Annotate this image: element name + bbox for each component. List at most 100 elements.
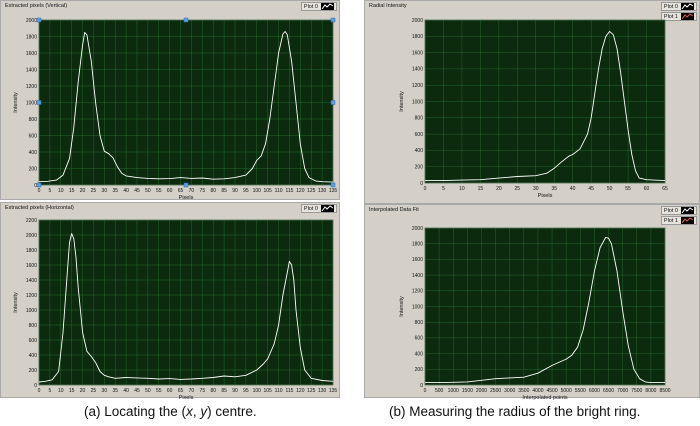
y-tick-label: 1800 xyxy=(26,248,37,254)
legend-label: Plot 0 xyxy=(663,3,678,10)
x-tick-label: 5500 xyxy=(575,388,586,394)
x-tick-label: 25 xyxy=(515,186,521,192)
y-tick-label: 600 xyxy=(415,132,424,138)
x-tick-label: 45 xyxy=(588,186,594,192)
legend-swatch xyxy=(681,3,694,10)
legend-entry: Plot 0 xyxy=(300,2,337,11)
legend-swatch-line xyxy=(681,13,694,20)
x-tick-label: 5 xyxy=(442,186,445,192)
y-tick-label: 1800 xyxy=(412,242,423,248)
x-tick-label: 20 xyxy=(80,188,86,194)
y-tick-label: 800 xyxy=(29,117,38,123)
legend: Plot 0 Plot 1 xyxy=(660,206,697,226)
legend-swatch xyxy=(321,205,334,212)
y-tick-label: 400 xyxy=(415,148,424,154)
x-tick-label: 70 xyxy=(189,388,195,394)
resize-handle[interactable] xyxy=(183,17,189,23)
x-tick-label: 25 xyxy=(91,188,97,194)
x-tick-label: 8500 xyxy=(659,388,670,394)
y-tick-label: 1000 xyxy=(412,99,423,105)
legend-entry: Plot 1 xyxy=(660,216,697,225)
legend-label: Plot 1 xyxy=(663,13,678,20)
x-tick-label: 95 xyxy=(243,188,249,194)
x-tick-label: 135 xyxy=(329,188,338,194)
x-tick-label: 35 xyxy=(112,388,118,394)
x-tick-label: 110 xyxy=(275,388,283,394)
x-tick-label: 7500 xyxy=(631,388,642,394)
x-tick-label: 130 xyxy=(318,188,327,194)
x-tick-label: 25 xyxy=(91,388,97,394)
x-tick-label: 4000 xyxy=(532,388,543,394)
y-tick-label: 1400 xyxy=(412,273,423,279)
x-tick-label: 15 xyxy=(69,188,75,194)
y-tick-label: 800 xyxy=(415,320,424,326)
legend: Plot 0 xyxy=(300,2,337,12)
legend-swatch xyxy=(681,217,694,224)
x-tick-label: 10 xyxy=(58,188,64,194)
y-tick-label: 200 xyxy=(29,166,38,172)
resize-handle[interactable] xyxy=(330,182,336,188)
caption-left-suffix: ) centre. xyxy=(207,404,257,419)
y-axis-label: Intensity xyxy=(13,92,19,113)
y-tick-label: 1600 xyxy=(26,263,37,269)
x-tick-label: 120 xyxy=(296,188,305,194)
resize-handle[interactable] xyxy=(36,100,42,105)
x-axis-label: Interpolated points xyxy=(522,395,568,401)
y-tick-label: 1200 xyxy=(412,289,423,295)
x-tick-label: 5000 xyxy=(561,388,572,394)
resize-handle[interactable] xyxy=(330,100,336,105)
x-tick-label: 7000 xyxy=(617,388,628,394)
y-tick-label: 2000 xyxy=(26,18,37,24)
x-tick-label: 130 xyxy=(318,388,327,394)
x-tick-label: 100 xyxy=(253,388,262,394)
legend-swatch-line xyxy=(681,217,694,224)
resize-handle[interactable] xyxy=(36,17,42,23)
y-tick-label: 800 xyxy=(29,323,38,329)
y-tick-label: 1600 xyxy=(26,51,37,57)
panel-title: Interpolated Data Fit xyxy=(369,207,419,213)
x-tick-label: 3500 xyxy=(518,388,529,394)
x-tick-label: 80 xyxy=(210,188,216,194)
caption-left-x: x xyxy=(186,404,193,419)
legend-swatch-line xyxy=(681,207,694,214)
x-tick-label: 0 xyxy=(38,388,41,394)
x-tick-label: 0 xyxy=(38,188,41,194)
x-tick-label: 10 xyxy=(58,388,64,394)
caption-right: (b) Measuring the radius of the bright r… xyxy=(389,404,641,419)
resize-handle[interactable] xyxy=(183,182,189,188)
x-tick-label: 65 xyxy=(662,186,668,192)
x-tick-label: 60 xyxy=(167,388,173,394)
x-tick-label: 45 xyxy=(134,388,140,394)
y-tick-label: 1400 xyxy=(26,67,37,73)
x-tick-label: 20 xyxy=(496,186,502,192)
x-tick-label: 1000 xyxy=(448,388,459,394)
x-tick-label: 115 xyxy=(285,188,293,194)
x-axis-label: Pixels xyxy=(538,193,553,199)
x-tick-label: 90 xyxy=(232,188,238,194)
x-tick-label: 65 xyxy=(178,388,184,394)
x-tick-label: 50 xyxy=(145,388,151,394)
x-tick-label: 55 xyxy=(156,388,162,394)
y-tick-label: 2000 xyxy=(412,226,423,232)
plot-area: 0 5 10 15 20 25 30 35 40 45 50 55 60 65 0 200 400 600 800 1… xyxy=(399,18,668,199)
x-tick-label: 6500 xyxy=(603,388,614,394)
x-tick-label: 5 xyxy=(48,188,51,194)
x-tick-label: 55 xyxy=(156,188,162,194)
resize-handle[interactable] xyxy=(330,17,336,23)
y-tick-label: 0 xyxy=(420,181,423,187)
legend-swatch xyxy=(681,207,694,214)
legend-swatch xyxy=(321,3,334,10)
x-tick-label: 40 xyxy=(123,388,129,394)
plot-background xyxy=(38,219,334,386)
y-tick-label: 1000 xyxy=(26,308,37,314)
y-tick-label: 200 xyxy=(415,367,424,373)
resize-handle[interactable] xyxy=(36,182,42,188)
y-axis-label: Intensity xyxy=(399,296,405,317)
x-tick-label: 60 xyxy=(167,188,173,194)
x-tick-label: 8000 xyxy=(645,388,656,394)
legend-entry: Plot 0 xyxy=(660,206,697,215)
x-tick-label: 35 xyxy=(551,186,557,192)
x-tick-label: 120 xyxy=(296,388,305,394)
x-tick-label: 110 xyxy=(275,188,283,194)
plot-area: 0 5 10 15 20 25 30 35 40 45 50 55 60 65 70 75 80 85 90 95 10… xyxy=(13,17,338,201)
